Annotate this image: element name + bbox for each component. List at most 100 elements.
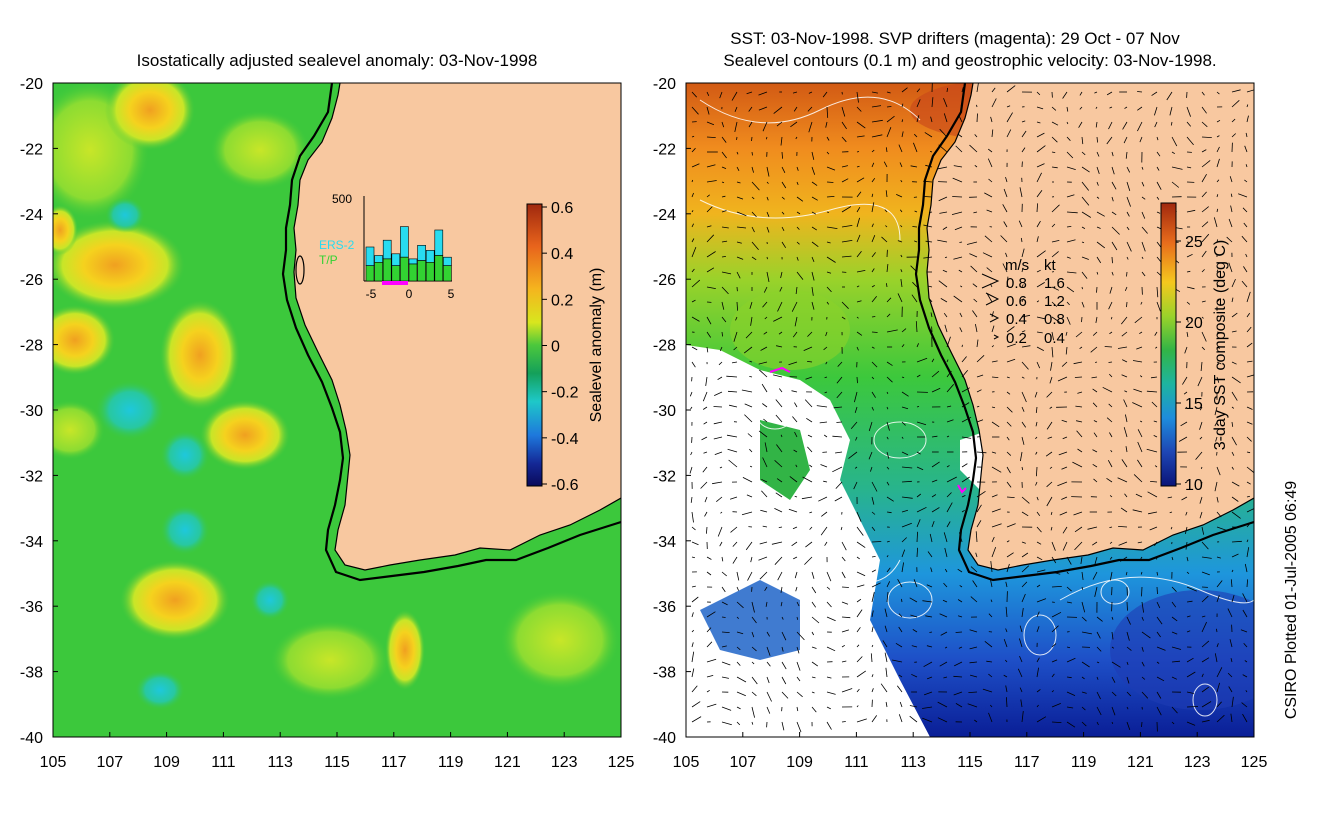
velocity-vector — [872, 542, 881, 543]
histogram-bar-ers2 — [418, 245, 426, 260]
lat-tick-label: -28 — [653, 338, 676, 355]
lat-tick-label: -20 — [20, 76, 43, 93]
anomaly-patch — [200, 400, 290, 470]
velocity-vector — [1097, 287, 1098, 293]
left-panel-title: Isostatically adjusted sealevel anomaly:… — [137, 51, 538, 70]
velocity-vector — [827, 182, 833, 183]
velocity-vector — [857, 152, 859, 153]
colorbar-tick-label: 10 — [1185, 477, 1203, 494]
histogram-bar-tp — [400, 257, 408, 281]
velocity-vector — [912, 227, 917, 228]
velocity-vector — [1127, 602, 1128, 611]
anomaly-patch — [160, 505, 210, 555]
anomaly-patch — [105, 197, 145, 233]
velocity-vector — [842, 587, 849, 588]
velocity-vector — [714, 407, 723, 408]
lat-tick-label: -26 — [653, 272, 676, 289]
velocity-vector — [872, 332, 878, 333]
right-lat-axis: -20-22-24-26-28-30-32-34-36-38-40 — [653, 76, 691, 747]
legend-header-ms: m/s — [1005, 257, 1029, 274]
histogram-bar-ers2 — [392, 254, 400, 266]
right-panel-title-line1: SST: 03-Nov-1998. SVP drifters (magenta)… — [730, 29, 1180, 48]
velocity-vector — [1137, 92, 1142, 93]
legend-kt-value: 0.8 — [1044, 311, 1065, 328]
lon-tick-label: 109 — [786, 754, 813, 771]
histogram-xtick: 5 — [448, 287, 455, 301]
lon-tick-label: 111 — [844, 754, 868, 771]
velocity-vector — [737, 137, 738, 140]
lon-tick-label: 121 — [1127, 754, 1154, 771]
legend-kt-value: 1.2 — [1044, 293, 1065, 310]
lon-tick-label: 111 — [211, 754, 235, 771]
lat-tick-label: -24 — [20, 207, 43, 224]
lat-tick-label: -30 — [653, 403, 676, 420]
velocity-vector — [752, 152, 753, 155]
histogram-bar-tp — [383, 259, 391, 281]
sst-patch — [1110, 590, 1290, 710]
velocity-vector — [887, 107, 891, 108]
lat-tick-label: -36 — [20, 599, 43, 616]
lat-tick-label: -40 — [20, 730, 43, 747]
histogram-bar-tp — [418, 261, 426, 281]
colorbar-tick-label: 0.4 — [551, 246, 573, 263]
lon-tick-label: 113 — [267, 754, 293, 771]
legend-header-kt: kt — [1044, 257, 1057, 274]
anomaly-patch — [270, 620, 390, 700]
histogram-bar-tp — [375, 262, 383, 281]
histogram-time-window — [382, 281, 408, 285]
anomaly-patch — [250, 580, 290, 620]
velocity-vector — [1082, 287, 1083, 289]
velocity-vector — [842, 722, 846, 723]
velocity-vector — [1075, 377, 1082, 378]
velocity-vector — [1142, 722, 1143, 727]
lat-tick-label: -40 — [653, 730, 676, 747]
histogram-bar-ers2 — [426, 250, 434, 262]
lon-tick-label: 125 — [1241, 754, 1268, 771]
lat-tick-label: -22 — [653, 141, 676, 158]
histogram-bar-tp — [392, 266, 400, 281]
anomaly-patch — [385, 610, 425, 690]
histogram-bar-ers2 — [375, 256, 383, 263]
velocity-vector — [1187, 707, 1198, 708]
lat-tick-label: -32 — [653, 468, 676, 485]
lon-tick-label: 113 — [900, 754, 926, 771]
colorbar-tick-label: 0 — [551, 339, 560, 356]
left-colorbar-ramp — [527, 204, 542, 486]
lon-tick-label: 121 — [494, 754, 521, 771]
lon-tick-label: 125 — [608, 754, 635, 771]
lon-tick-label: 109 — [153, 754, 180, 771]
lon-tick-label: 105 — [673, 754, 700, 771]
anomaly-patch — [105, 70, 195, 150]
histogram-bar-tp — [366, 266, 374, 281]
left-lat-axis: -20-22-24-26-28-30-32-34-36-38-40 — [20, 76, 58, 747]
histogram-bar-ers2 — [366, 247, 374, 266]
lon-tick-label: 123 — [551, 754, 578, 771]
velocity-vector — [1157, 587, 1158, 594]
histogram-bar-tp — [435, 256, 443, 282]
lat-tick-label: -34 — [20, 534, 43, 551]
series-label-tp: T/P — [319, 253, 338, 267]
lon-tick-label: 107 — [729, 754, 756, 771]
velocity-vector — [752, 137, 753, 141]
lat-tick-label: -38 — [653, 665, 676, 682]
legend-ms-value: 0.8 — [1006, 275, 1027, 292]
velocity-vector — [836, 422, 842, 423]
anomaly-patch — [500, 590, 620, 690]
anomaly-patch — [210, 110, 310, 190]
velocity-vector — [962, 345, 963, 347]
histogram-bar-ers2 — [443, 257, 451, 266]
histogram-bar-ers2 — [383, 240, 391, 259]
lon-tick-label: 123 — [1184, 754, 1211, 771]
colorbar-tick-label: 20 — [1185, 315, 1203, 332]
lon-tick-label: 105 — [40, 754, 67, 771]
lon-tick-label: 119 — [438, 754, 464, 771]
legend-kt-value: 1.6 — [1044, 275, 1065, 292]
colorbar-tick-label: 0.2 — [551, 292, 573, 309]
right-colorbar-ramp — [1161, 203, 1176, 486]
histogram-ymax-label: 500 — [332, 192, 352, 206]
anomaly-patch — [160, 430, 210, 480]
histogram-xtick: 0 — [406, 287, 413, 301]
